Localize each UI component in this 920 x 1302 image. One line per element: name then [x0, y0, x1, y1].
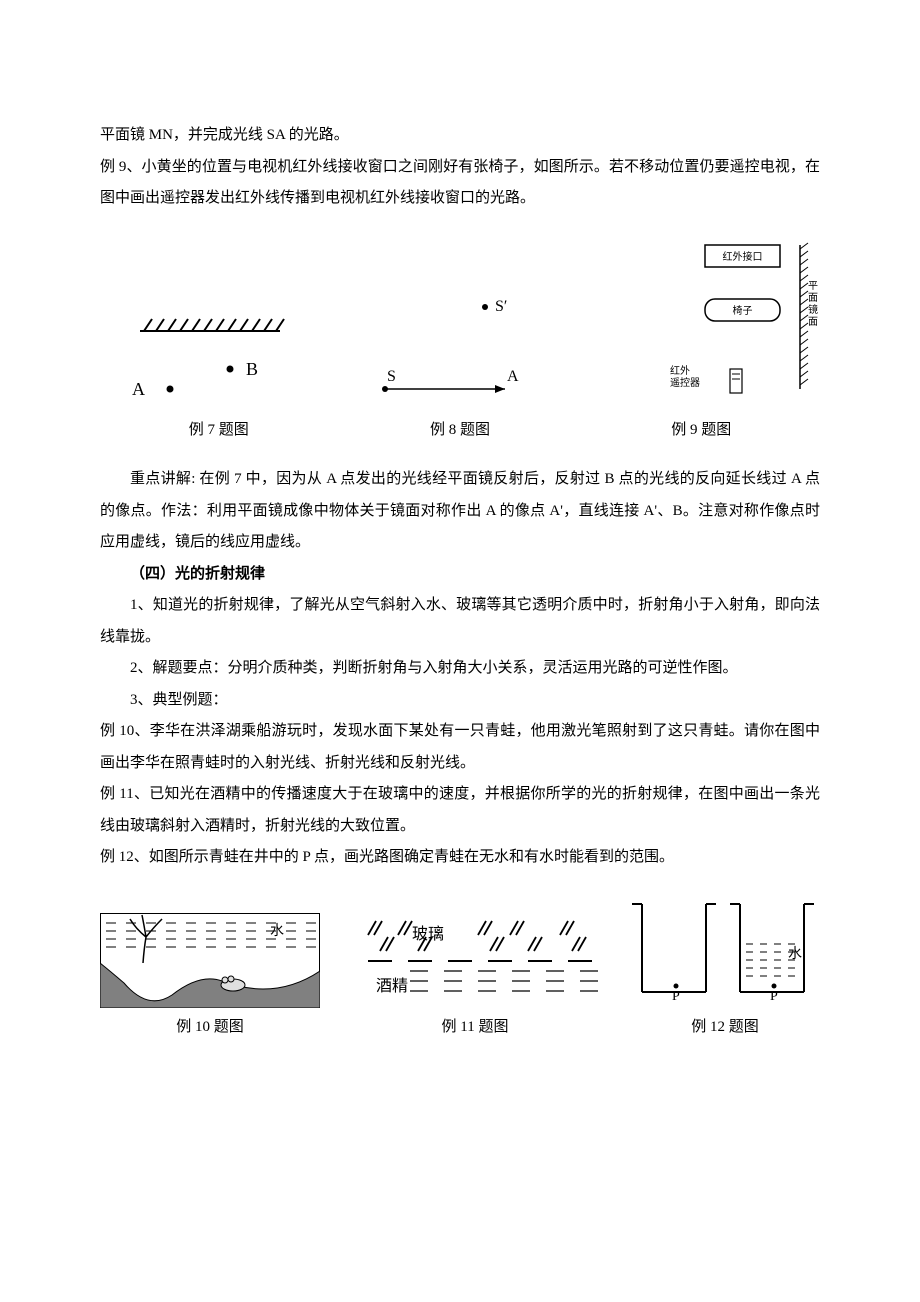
- paragraph-r1: 1、知道光的折射规律，了解光从空气斜射入水、玻璃等其它透明介质中时，折射角小于入…: [100, 590, 820, 653]
- svg-text:P: P: [770, 989, 778, 1004]
- svg-text:A: A: [507, 368, 519, 385]
- heading-refraction: （四）光的折射规律: [100, 559, 820, 591]
- figure-7-svg: AB: [100, 289, 300, 409]
- figure-11-svg: 玻璃酒精: [350, 913, 600, 1008]
- svg-text:S: S: [387, 368, 396, 385]
- paragraph-ex9: 例 9、小黄坐的位置与电视机红外线接收窗口之间刚好有张椅子，如图所示。若不移动位…: [100, 152, 820, 215]
- paragraph-r2: 2、解题要点：分明介质种类，判断折射角与入射角大小关系，灵活运用光路的可逆性作图…: [100, 653, 820, 685]
- caption-10: 例 10 题图: [176, 1012, 244, 1044]
- figure-row-10-11-12: 水 例 10 题图 玻璃酒精 例 11 题图 P P 水 例 12 题图: [100, 898, 820, 1044]
- svg-text:S′: S′: [495, 298, 507, 315]
- caption-8: 例 8 题图: [341, 415, 579, 447]
- figure-12: P P 水 例 12 题图: [630, 898, 820, 1044]
- svg-text:B: B: [246, 359, 258, 379]
- paragraph-ex11: 例 11、已知光在酒精中的传播速度大于在玻璃中的速度，并根据你所学的光的折射规律…: [100, 779, 820, 842]
- caption-11: 例 11 题图: [442, 1012, 509, 1044]
- figure-row-7-8-9: AB S′SA 平面镜面红外接口椅子红外遥控器: [100, 239, 820, 409]
- caption-row-7-8-9: 例 7 题图 例 8 题图 例 9 题图: [100, 415, 820, 447]
- svg-text:玻璃: 玻璃: [412, 925, 444, 943]
- svg-text:面: 面: [808, 317, 818, 328]
- figure-10: 水 例 10 题图: [100, 913, 320, 1044]
- figure-11: 玻璃酒精 例 11 题图: [350, 913, 600, 1044]
- figure-9: 平面镜面红外接口椅子红外遥控器: [610, 239, 820, 409]
- svg-text:A: A: [132, 379, 145, 399]
- figure-8: S′ S A: [355, 289, 555, 409]
- svg-text:椅子: 椅子: [733, 304, 753, 317]
- svg-text:酒精: 酒精: [376, 977, 408, 995]
- svg-text:遥控器: 遥控器: [670, 376, 700, 389]
- figure-9-svg: 平面镜面红外接口椅子红外遥控器: [610, 239, 820, 409]
- svg-text:镜: 镜: [808, 303, 818, 316]
- figure-12-svg: P P 水: [630, 898, 820, 1008]
- figure-7: AB: [100, 289, 300, 409]
- svg-text:水: 水: [270, 923, 284, 939]
- svg-text:P: P: [672, 989, 680, 1004]
- svg-text:红外接口: 红外接口: [723, 250, 763, 263]
- paragraph-explain: 重点讲解: 在例 7 中，因为从 A 点发出的光线经平面镜反射后，反射过 B 点…: [100, 464, 820, 559]
- caption-12: 例 12 题图: [691, 1012, 759, 1044]
- svg-text:平: 平: [808, 281, 818, 292]
- paragraph-r3: 3、典型例题：: [100, 685, 820, 717]
- paragraph-ex10: 例 10、李华在洪泽湖乘船游玩时，发现水面下某处有一只青蛙，他用激光笔照射到了这…: [100, 716, 820, 779]
- svg-text:红外: 红外: [670, 364, 690, 377]
- figure-10-svg: 水: [100, 913, 320, 1008]
- caption-9: 例 9 题图: [582, 415, 820, 447]
- paragraph-mirror-intro: 平面镜 MN，并完成光线 SA 的光路。: [100, 120, 820, 152]
- page: 平面镜 MN，并完成光线 SA 的光路。 例 9、小黄坐的位置与电视机红外线接收…: [0, 0, 920, 1302]
- figure-8-svg: S′ S A: [355, 289, 555, 409]
- svg-text:面: 面: [808, 293, 818, 304]
- caption-7: 例 7 题图: [100, 415, 338, 447]
- paragraph-ex12: 例 12、如图所示青蛙在井中的 P 点，画光路图确定青蛙在无水和有水时能看到的范…: [100, 842, 820, 874]
- svg-text:水: 水: [788, 946, 802, 962]
